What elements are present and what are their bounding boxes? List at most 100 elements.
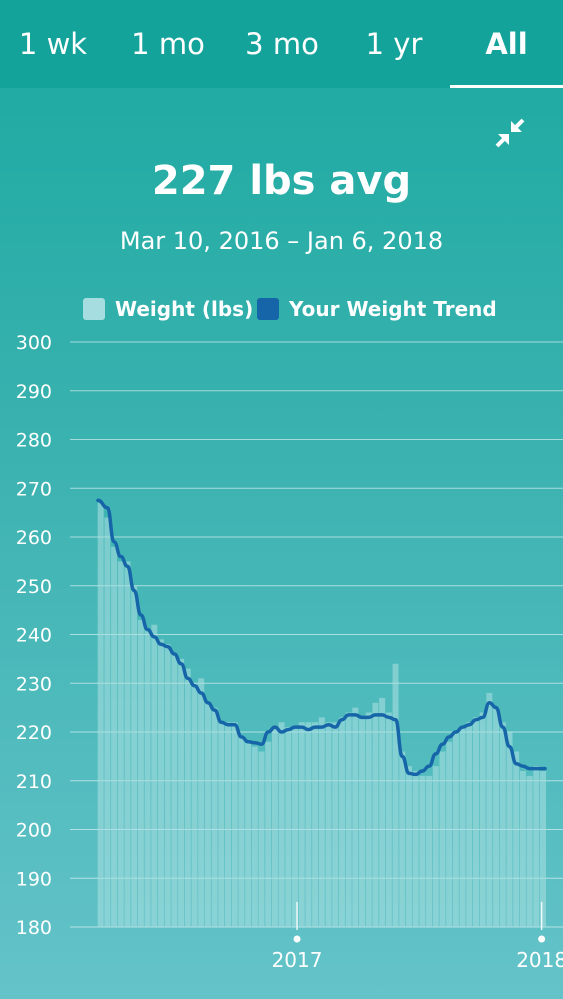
weight-bar (265, 741, 272, 927)
weight-bar (151, 624, 158, 927)
weight-bar (432, 766, 439, 927)
weight-bar (285, 727, 292, 927)
weight-bar (117, 561, 124, 927)
y-tick-label: 300 (16, 332, 52, 354)
collapse-arrows-icon[interactable] (494, 117, 526, 149)
weight-bar (446, 741, 453, 927)
date-range: Mar 10, 2016 – Jan 6, 2018 (119, 227, 444, 255)
weight-bar (399, 751, 406, 927)
weight-bar (359, 717, 366, 927)
weight-bar (131, 585, 138, 927)
weight-bar (271, 727, 278, 927)
weight-bar (379, 697, 386, 927)
y-tick-label: 220 (16, 722, 52, 744)
weight-bar (278, 722, 285, 927)
weight-bar (332, 722, 339, 927)
weight-bar (305, 722, 312, 927)
tab-3-mo[interactable]: 3 mo (245, 27, 319, 61)
legend-swatch-weight (83, 298, 105, 320)
weight-bar (519, 771, 526, 927)
weight-bar (466, 722, 473, 927)
legend-label-weight: Weight (lbs) (115, 297, 254, 321)
tab-1-wk[interactable]: 1 wk (18, 27, 88, 61)
y-tick-label: 190 (16, 868, 52, 890)
weight-bar (245, 741, 252, 927)
weight-bar (198, 678, 205, 927)
weight-bar (372, 702, 379, 927)
trend-line-layer (96, 498, 547, 777)
y-tick-label: 260 (16, 527, 52, 549)
x-tick-label: 2017 (272, 948, 323, 972)
weight-bar (486, 693, 493, 927)
weight-bar (144, 629, 151, 927)
weight-bar (526, 775, 533, 927)
y-tick-label: 200 (16, 820, 52, 842)
weight-bar (338, 717, 345, 927)
weight-bar (218, 722, 225, 927)
weight-bar (352, 707, 359, 927)
weight-bar (184, 668, 191, 927)
tab-1-yr[interactable]: 1 yr (365, 27, 423, 61)
y-tick-label: 210 (16, 771, 52, 793)
trend-line (96, 498, 547, 777)
weight-bar (405, 766, 412, 927)
weight-bar (493, 707, 500, 927)
weight-bar (479, 712, 486, 927)
weight-bar (111, 546, 118, 927)
y-tick-label: 180 (16, 917, 52, 939)
x-tick-label: 2018 (516, 948, 563, 972)
weight-bar (292, 727, 299, 927)
weight-bar (171, 654, 178, 927)
weight-bar (164, 644, 171, 927)
chart-legend: Weight (lbs) Your Weight Trend (0, 294, 563, 324)
weight-bar (533, 766, 540, 927)
weight-bar (472, 717, 479, 927)
y-tick-label: 230 (16, 673, 52, 695)
weight-bar (412, 771, 419, 927)
weight-bar (452, 732, 459, 927)
weight-bar (191, 683, 198, 927)
x-axis-ticks: 2017 2018 (272, 902, 563, 972)
weight-bar (419, 775, 426, 927)
weight-bar (178, 658, 185, 927)
weight-bar (539, 771, 546, 927)
tab-all[interactable]: All (485, 27, 528, 61)
y-tick-label: 290 (16, 381, 52, 403)
weight-bar (439, 751, 446, 927)
weight-bar (506, 732, 513, 927)
y-tick-label: 250 (16, 576, 52, 598)
weight-bar (225, 722, 232, 927)
weight-bar (345, 712, 352, 927)
weight-bars (97, 502, 546, 927)
weight-bar (231, 722, 238, 927)
weight-bar (238, 736, 245, 927)
weight-bar (318, 717, 325, 927)
weight-bar (137, 619, 144, 927)
x-tick-dot (293, 935, 301, 943)
weight-bar (258, 751, 265, 927)
weight-bar (459, 727, 466, 927)
weight-bar (211, 707, 218, 927)
y-tick-label: 240 (16, 625, 52, 647)
time-range-tabs: 1 wk 1 mo 3 mo 1 yr All (0, 0, 563, 88)
weight-bar (312, 722, 319, 927)
average-weight-headline: 227 lbs avg (151, 158, 412, 204)
weight-bar (385, 712, 392, 927)
weight-bar (157, 639, 164, 927)
y-tick-label: 270 (16, 478, 52, 500)
weight-bar (104, 517, 111, 927)
weight-bar (325, 722, 332, 927)
weight-bar (365, 712, 372, 927)
active-tab-indicator (450, 85, 563, 88)
weight-bar (251, 746, 258, 927)
weight-bar (392, 663, 399, 927)
legend-label-trend: Your Weight Trend (289, 297, 497, 321)
y-axis-tick-labels: 300 290 280 270 260 250 240 230 220 210 200 190 180 (16, 332, 52, 939)
weight-bar (298, 722, 305, 927)
weight-chart: 300290280270260250240230220210200190180 … (16, 332, 563, 972)
weight-bar (426, 775, 433, 927)
legend-swatch-trend (257, 298, 279, 320)
weight-bar (513, 751, 520, 927)
weight-bar (97, 502, 104, 927)
tab-1-mo[interactable]: 1 mo (131, 27, 205, 61)
